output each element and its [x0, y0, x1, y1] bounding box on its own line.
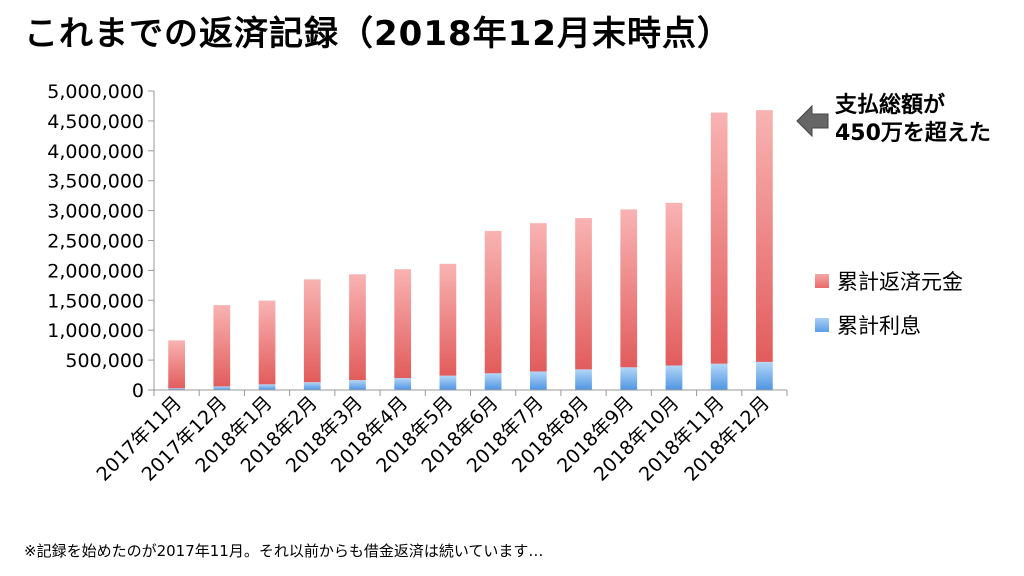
y-tick-label: 2,500,000 — [47, 231, 144, 253]
bar-interest — [620, 367, 638, 390]
left-arrow-icon — [796, 104, 829, 138]
y-tick-label: 0 — [132, 380, 144, 402]
bar-interest — [756, 361, 773, 390]
bar-principal — [710, 112, 728, 364]
footnote: ※記録を始めたのが2017年11月。それ以前からも借金返済は続いています… — [24, 542, 544, 560]
legend-item-interest: 累計利息 — [815, 312, 963, 338]
bar-principal — [303, 279, 321, 383]
bar-interest — [213, 386, 231, 390]
legend-swatch-interest — [815, 318, 829, 332]
y-tick-label: 5,000,000 — [47, 81, 144, 103]
y-tick-label: 3,500,000 — [47, 171, 144, 193]
bar-principal — [756, 110, 773, 362]
bar-interest — [484, 373, 502, 390]
legend-label-interest: 累計利息 — [837, 314, 921, 338]
legend-swatch-principal — [815, 274, 829, 288]
y-tick-label: 3,000,000 — [47, 201, 144, 223]
bar-principal — [213, 305, 231, 387]
bar-principal — [665, 202, 683, 366]
bar-interest — [575, 369, 592, 390]
bar-interest — [168, 388, 185, 390]
y-tick-label: 4,000,000 — [47, 141, 144, 163]
bar-interest — [394, 378, 412, 390]
y-tick-label: 4,500,000 — [47, 111, 144, 133]
bar-principal — [258, 300, 276, 385]
page-title: これまでの返済記録（2018年12月末時点） — [24, 14, 732, 54]
chart-legend: 累計返済元金 累計利息 — [815, 268, 963, 356]
annotation-line-2: 450万を超えた — [835, 121, 991, 146]
bar-interest — [665, 365, 683, 390]
bar-principal — [349, 274, 366, 381]
bar-interest — [303, 382, 321, 390]
bar-interest — [349, 380, 366, 390]
bar-interest — [710, 363, 728, 390]
y-tick-label: 2,000,000 — [47, 260, 144, 282]
y-tick-label: 1,000,000 — [47, 320, 144, 342]
bar-interest — [258, 384, 276, 390]
bar-principal — [575, 218, 592, 370]
annotation-line-1: 支払総額が — [835, 93, 946, 118]
bar-principal — [168, 340, 185, 389]
bar-interest — [439, 375, 457, 390]
legend-item-principal: 累計返済元金 — [815, 268, 963, 294]
legend-label-principal: 累計返済元金 — [837, 270, 963, 294]
bar-principal — [439, 263, 457, 376]
y-tick-label: 1,500,000 — [47, 290, 144, 312]
bar-interest — [529, 371, 547, 390]
bar-principal — [394, 269, 412, 379]
bar-principal — [484, 230, 502, 374]
bar-principal — [529, 223, 547, 372]
bar-principal — [620, 209, 638, 368]
total-payment-annotation: 支払総額が 450万を超えた — [835, 92, 991, 148]
y-tick-label: 500,000 — [65, 350, 144, 372]
